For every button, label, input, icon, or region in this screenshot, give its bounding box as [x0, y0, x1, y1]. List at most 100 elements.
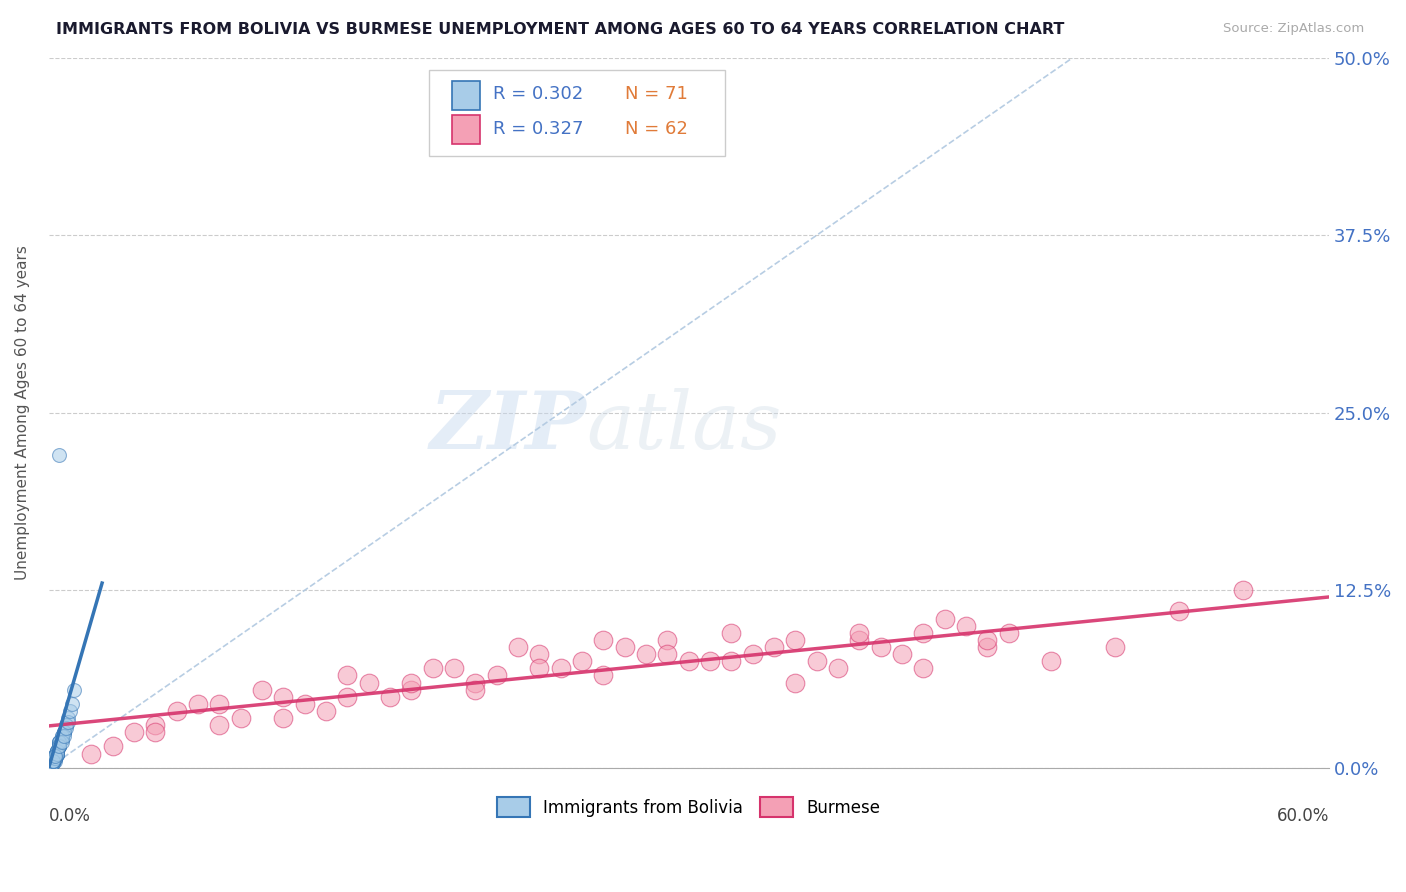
- Point: [891, 647, 914, 661]
- Point: [678, 654, 700, 668]
- Point: [529, 647, 551, 661]
- Point: [357, 675, 380, 690]
- Point: [42, 752, 65, 766]
- Point: [336, 690, 359, 704]
- Point: [39, 756, 62, 771]
- Point: [48, 735, 70, 749]
- Point: [52, 730, 75, 744]
- Text: R = 0.327: R = 0.327: [494, 120, 583, 137]
- Point: [44, 749, 66, 764]
- Point: [485, 668, 508, 682]
- Text: Source: ZipAtlas.com: Source: ZipAtlas.com: [1223, 22, 1364, 36]
- Y-axis label: Unemployment Among Ages 60 to 64 years: Unemployment Among Ages 60 to 64 years: [15, 245, 30, 580]
- Point: [39, 757, 62, 772]
- Point: [401, 682, 423, 697]
- Point: [145, 718, 167, 732]
- Point: [48, 738, 70, 752]
- Point: [44, 754, 66, 768]
- Point: [46, 747, 69, 761]
- Point: [1232, 583, 1254, 598]
- Point: [208, 697, 231, 711]
- Point: [529, 661, 551, 675]
- Point: [51, 730, 73, 744]
- Point: [42, 754, 65, 768]
- Point: [592, 632, 614, 647]
- Point: [55, 721, 77, 735]
- Point: [46, 747, 69, 761]
- Point: [806, 654, 828, 668]
- Point: [464, 682, 486, 697]
- Point: [250, 682, 273, 697]
- Point: [52, 725, 75, 739]
- Point: [44, 751, 66, 765]
- Point: [39, 757, 62, 772]
- Point: [44, 749, 66, 764]
- Point: [48, 739, 70, 754]
- Point: [42, 754, 65, 768]
- Text: R = 0.302: R = 0.302: [494, 85, 583, 103]
- Point: [848, 632, 870, 647]
- Point: [44, 749, 66, 764]
- Point: [912, 625, 935, 640]
- Point: [443, 661, 465, 675]
- FancyBboxPatch shape: [429, 70, 724, 156]
- Point: [46, 747, 69, 761]
- Point: [229, 711, 252, 725]
- Point: [422, 661, 444, 675]
- Point: [42, 755, 65, 769]
- Point: [44, 751, 66, 765]
- Point: [46, 747, 69, 762]
- Text: 60.0%: 60.0%: [1277, 806, 1329, 825]
- Point: [208, 718, 231, 732]
- Point: [976, 632, 998, 647]
- Point: [42, 756, 65, 771]
- Point: [869, 640, 891, 654]
- Point: [44, 752, 66, 766]
- Point: [63, 682, 86, 697]
- Point: [741, 647, 763, 661]
- Point: [315, 704, 337, 718]
- Point: [42, 754, 65, 768]
- Point: [46, 744, 69, 758]
- Point: [48, 739, 70, 754]
- Point: [46, 747, 69, 761]
- Point: [1168, 605, 1191, 619]
- Point: [59, 704, 82, 718]
- Point: [657, 632, 679, 647]
- Point: [56, 711, 79, 725]
- Point: [51, 732, 73, 747]
- Point: [122, 725, 145, 739]
- Point: [42, 754, 65, 768]
- Point: [39, 757, 62, 772]
- Point: [550, 661, 572, 675]
- Point: [46, 744, 69, 758]
- FancyBboxPatch shape: [451, 81, 479, 110]
- Point: [1104, 640, 1126, 654]
- Point: [52, 725, 75, 739]
- Point: [699, 654, 721, 668]
- Point: [46, 747, 69, 761]
- Point: [763, 640, 786, 654]
- Text: IMMIGRANTS FROM BOLIVIA VS BURMESE UNEMPLOYMENT AMONG AGES 60 TO 64 YEARS CORREL: IMMIGRANTS FROM BOLIVIA VS BURMESE UNEMP…: [56, 22, 1064, 37]
- Point: [44, 751, 66, 765]
- Point: [997, 625, 1019, 640]
- Point: [41, 756, 63, 771]
- Point: [46, 744, 69, 758]
- Point: [51, 730, 73, 744]
- Text: N = 62: N = 62: [624, 120, 688, 137]
- Point: [48, 739, 70, 754]
- Point: [613, 640, 636, 654]
- Point: [720, 625, 742, 640]
- Point: [166, 704, 188, 718]
- Point: [273, 690, 295, 704]
- Point: [56, 715, 79, 730]
- Point: [48, 448, 70, 462]
- Point: [42, 754, 65, 768]
- Point: [294, 697, 316, 711]
- Point: [48, 738, 70, 752]
- Point: [60, 697, 83, 711]
- Text: 0.0%: 0.0%: [49, 806, 90, 825]
- Text: N = 71: N = 71: [624, 85, 688, 103]
- Point: [44, 751, 66, 765]
- Point: [51, 735, 73, 749]
